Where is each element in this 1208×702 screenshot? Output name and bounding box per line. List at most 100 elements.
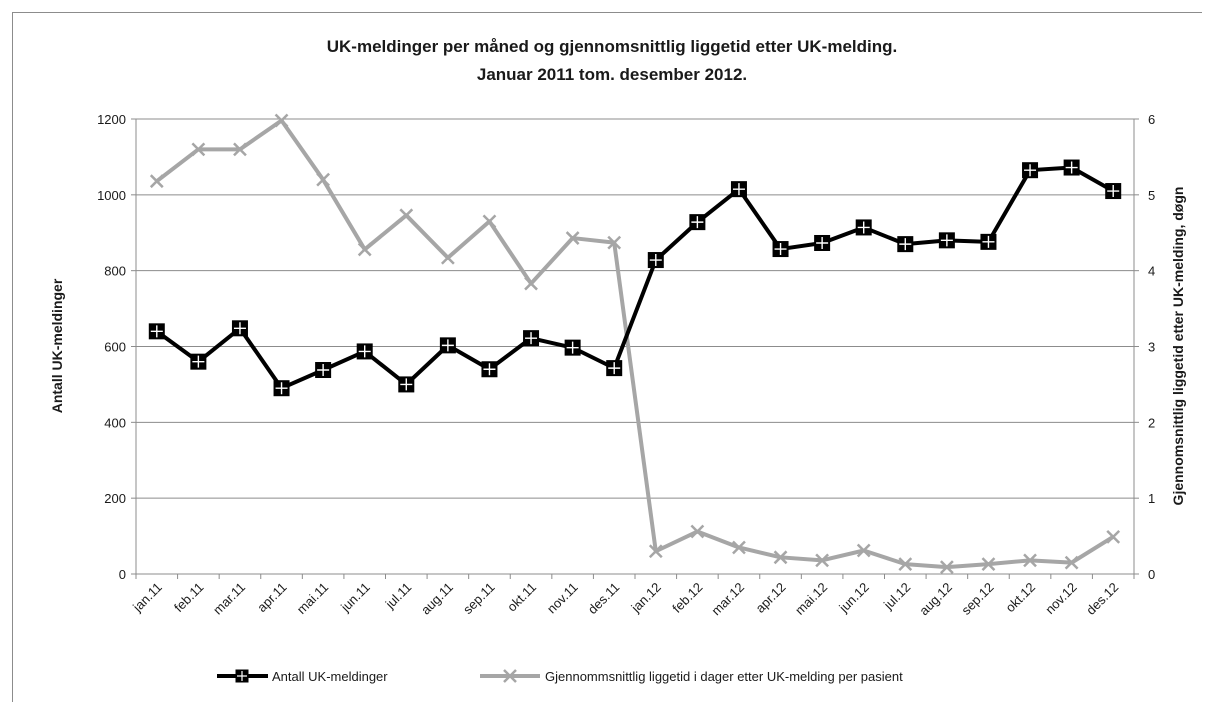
x-tick-label: mar.11 — [210, 580, 248, 618]
point-liggetid — [815, 553, 830, 568]
point-liggetid — [149, 174, 164, 189]
x-tick-label: des.11 — [585, 580, 623, 618]
point-liggetid — [1023, 553, 1037, 568]
point-antall-cross — [691, 216, 704, 229]
chart-frame — [12, 12, 1202, 702]
right-y-tick-label: 3 — [1148, 340, 1155, 355]
x-tick-label: okt.11 — [504, 580, 539, 615]
x-tick-label: nov.12 — [1042, 580, 1080, 618]
right-y-tick-label: 5 — [1148, 188, 1155, 203]
left-y-tick-label: 0 — [119, 567, 126, 582]
x-tick-label: jun.12 — [835, 580, 871, 616]
gridlines — [136, 118, 1134, 499]
left-y-tick-label: 800 — [104, 264, 126, 279]
left-y-tick-label: 400 — [104, 415, 126, 430]
point-liggetid — [939, 560, 954, 575]
left-y-tick-label: 200 — [104, 491, 126, 506]
point-antall-cross — [940, 234, 953, 247]
x-tick-label: jul.11 — [382, 580, 415, 613]
right-y-tick-label: 6 — [1148, 112, 1155, 127]
right-y-tick-label: 2 — [1148, 415, 1155, 430]
legend-marker-antall-cross — [237, 671, 247, 681]
point-antall-cross — [649, 254, 662, 267]
point-liggetid — [981, 557, 996, 572]
series-liggetid — [149, 113, 1121, 575]
legend: Antall UK-meldinger Gjennommsnittlig lig… — [217, 669, 903, 684]
point-liggetid — [1064, 555, 1079, 570]
point-liggetid — [191, 142, 206, 157]
x-tick-label: mai.11 — [294, 580, 332, 618]
point-liggetid — [898, 557, 913, 572]
point-liggetid — [316, 172, 331, 187]
x-tick-label: jan.11 — [129, 580, 165, 616]
x-tick-label: apr.11 — [254, 580, 289, 615]
point-antall-cross — [192, 355, 205, 368]
point-antall-cross — [857, 221, 870, 234]
point-antall-cross — [150, 325, 163, 338]
axes — [131, 118, 1139, 579]
point-antall-cross — [774, 243, 787, 256]
point-liggetid — [399, 208, 414, 223]
x-tick-label: mai.12 — [792, 580, 830, 618]
point-liggetid — [524, 276, 538, 291]
x-tick-label: mar.12 — [708, 580, 747, 619]
point-antall-cross — [816, 236, 829, 249]
left-y-tick-label: 1200 — [97, 112, 126, 127]
legend-label-antall: Antall UK-meldinger — [272, 669, 388, 684]
point-antall-cross — [732, 183, 745, 196]
right-y-tick-label: 4 — [1148, 264, 1155, 279]
right-y-tick-label: 0 — [1148, 567, 1155, 582]
x-tick-label: feb.11 — [171, 580, 206, 615]
point-liggetid — [773, 550, 788, 565]
point-antall-cross — [525, 332, 538, 345]
point-antall-cross — [441, 339, 454, 352]
right-axis-label: Gjennomsnittlig liggetid etter UK-meldin… — [1170, 187, 1186, 506]
point-liggetid — [233, 142, 247, 157]
series-line-liggetid — [155, 118, 1115, 570]
point-antall-cross — [1065, 161, 1078, 174]
point-liggetid — [1106, 529, 1121, 544]
point-antall-cross — [1107, 185, 1120, 198]
point-antall-cross — [317, 364, 330, 377]
point-antall-cross — [899, 238, 912, 251]
left-axis-label: Antall UK-meldinger — [49, 278, 65, 413]
right-y-tick-label: 1 — [1148, 491, 1155, 506]
left-y-tick-label: 1000 — [97, 188, 126, 203]
chart-title-line2: Januar 2011 tom. desember 2012. — [477, 65, 747, 84]
point-antall-cross — [982, 235, 995, 248]
left-y-tick-labels: 0 200 400 600 800 1000 1200 — [97, 112, 126, 582]
series-line-antall — [155, 165, 1115, 391]
point-antall-cross — [275, 382, 288, 395]
right-y-tick-labels: 0 1 2 3 4 5 6 — [1148, 112, 1155, 582]
x-tick-label: jan.12 — [628, 580, 664, 616]
chart-title-line1: UK-meldinger per måned og gjennomsnittli… — [327, 37, 897, 56]
legend-marker-liggetid — [503, 669, 517, 683]
x-tick-label: feb.12 — [669, 580, 705, 616]
point-antall-cross — [400, 378, 413, 391]
point-antall-cross — [483, 363, 496, 376]
x-tick-label: sep.12 — [958, 580, 996, 618]
point-liggetid — [274, 113, 289, 128]
x-tick-label: jun.11 — [337, 580, 373, 616]
x-tick-label: aug.12 — [916, 580, 955, 619]
x-tick-label: apr.12 — [752, 580, 788, 616]
x-tick-label: sep.11 — [460, 580, 498, 618]
point-liggetid — [856, 543, 871, 558]
point-antall-cross — [1024, 164, 1037, 177]
point-liggetid — [357, 242, 372, 257]
x-tick-label: des.12 — [1083, 580, 1121, 618]
point-liggetid — [482, 214, 497, 229]
series-antall — [148, 159, 1122, 397]
point-antall-cross — [358, 345, 371, 358]
x-tick-label: jul.12 — [880, 580, 913, 613]
x-tick-labels: jan.11 feb.11 mar.11 apr.11 mai.11 jun.11 jul.… — [129, 580, 1121, 619]
point-antall-cross — [608, 362, 621, 375]
left-y-tick-label: 600 — [104, 340, 126, 355]
point-liggetid — [607, 235, 622, 250]
point-antall-cross — [233, 322, 246, 335]
point-liggetid — [690, 524, 705, 539]
point-antall-cross — [566, 341, 579, 354]
point-liggetid — [565, 231, 580, 245]
x-tick-label: okt.12 — [1003, 580, 1039, 616]
